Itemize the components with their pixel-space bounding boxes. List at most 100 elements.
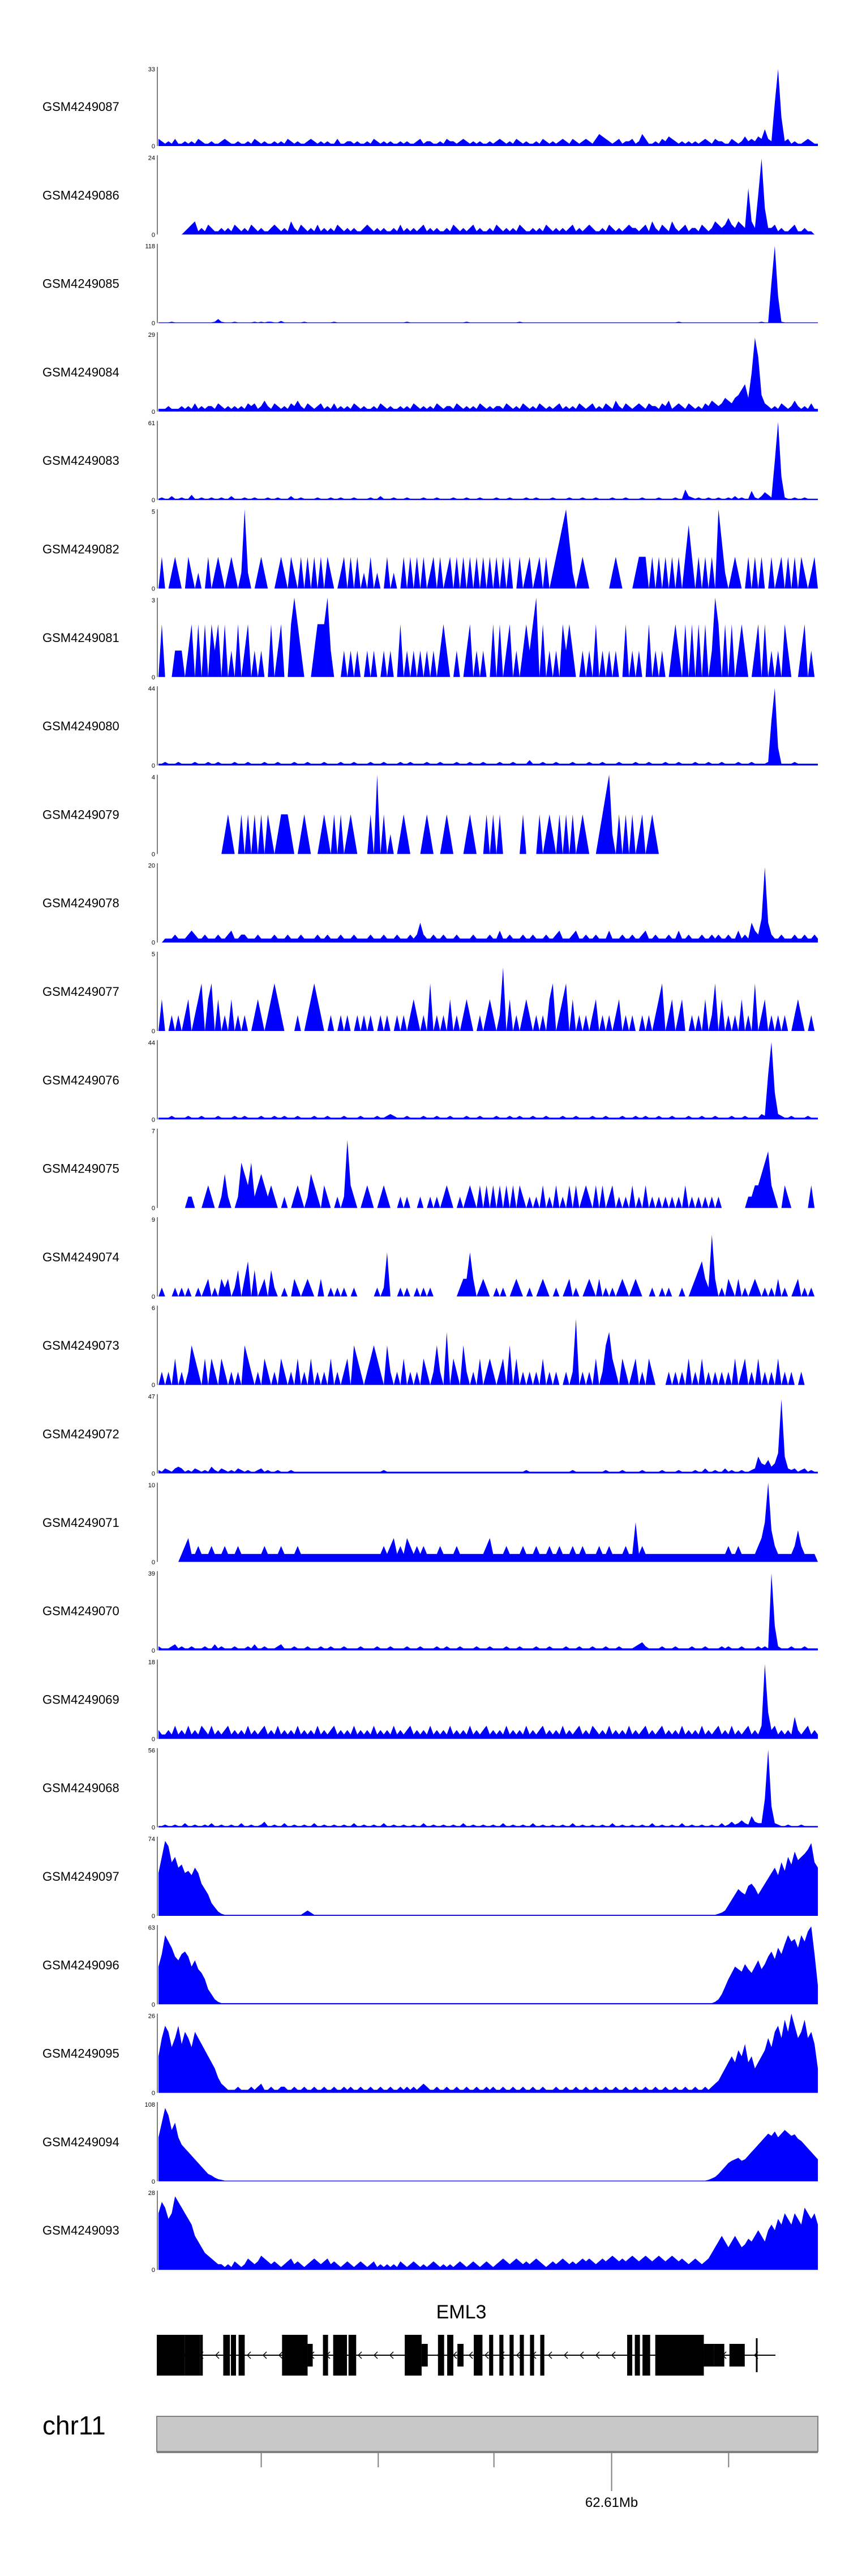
coverage-area <box>158 1749 818 1828</box>
track-ymax-label: 5 <box>152 951 155 958</box>
coverage-track: GSM4249078 20 0 <box>42 863 818 947</box>
track-ymin-label: 0 <box>152 1825 155 1832</box>
exon-utr <box>729 2344 745 2367</box>
coverage-area <box>158 246 818 323</box>
strand-arrow <box>579 2351 584 2359</box>
coverage-track: GSM4249077 5 0 <box>42 951 818 1035</box>
track-label: GSM4249071 <box>42 1516 119 1530</box>
exon-coding <box>157 2335 185 2376</box>
exon-coding <box>348 2335 357 2376</box>
track-ymin-label: 0 <box>152 1736 155 1743</box>
coverage-area <box>158 1399 818 1474</box>
track-ymin-label: 0 <box>152 1648 155 1654</box>
exon-coding <box>489 2335 494 2376</box>
track-ymin-label: 0 <box>152 1028 155 1035</box>
track-ymax-label: 44 <box>148 1039 155 1046</box>
strand-arrow <box>452 2351 457 2359</box>
track-label: GSM4249078 <box>42 896 119 910</box>
strand-arrow <box>516 2351 521 2359</box>
track-ymax-label: 33 <box>148 66 155 73</box>
coverage-track: GSM4249075 7 0 <box>42 1128 818 1212</box>
coverage-track: GSM4249086 24 0 <box>42 155 818 238</box>
chromosome-label: chr11 <box>42 2411 106 2440</box>
track-ymax-label: 63 <box>148 1924 155 1931</box>
track-ymax-label: 26 <box>148 2013 155 2020</box>
track-ymin-label: 0 <box>152 232 155 238</box>
coverage-track: GSM4249087 33 0 <box>42 66 818 150</box>
track-label: GSM4249083 <box>42 453 119 468</box>
track-ymin-label: 0 <box>152 1913 155 1920</box>
coverage-track: GSM4249070 39 0 <box>42 1571 818 1654</box>
exon-coding <box>655 2335 704 2376</box>
coverage-track: GSM4249074 9 0 <box>42 1217 818 1300</box>
track-ymax-label: 3 <box>152 597 155 604</box>
track-ymin-label: 0 <box>152 2001 155 2008</box>
track-ymax-label: 10 <box>148 1482 155 1489</box>
coverage-area <box>158 597 818 677</box>
coverage-area <box>158 2108 818 2181</box>
exon-coding <box>323 2335 328 2376</box>
track-label: GSM4249074 <box>42 1250 119 1264</box>
track-label: GSM4249072 <box>42 1427 119 1441</box>
exon-coding <box>200 2335 203 2376</box>
exon-coding <box>223 2335 230 2376</box>
exon-coding <box>230 2335 237 2376</box>
track-ymin-label: 0 <box>152 1471 155 1478</box>
exon-coding <box>333 2335 348 2376</box>
coverage-area <box>158 69 818 146</box>
coverage-track: GSM4249081 3 0 <box>42 597 818 681</box>
exon-coding <box>438 2335 444 2376</box>
track-ymin-label: 0 <box>152 1116 155 1123</box>
track-ymin-label: 0 <box>152 1294 155 1300</box>
coverage-area <box>158 2196 818 2270</box>
track-ymax-label: 39 <box>148 1571 155 1577</box>
strand-arrow <box>373 2351 378 2359</box>
strand-arrow <box>595 2351 600 2359</box>
coverage-area <box>158 1573 818 1651</box>
exon-coding <box>405 2335 422 2376</box>
coverage-track: GSM4249073 6 0 <box>42 1305 818 1389</box>
strand-arrow <box>484 2351 489 2359</box>
chromosome-band-bar <box>156 2416 818 2452</box>
exon-coding <box>499 2335 504 2376</box>
track-label: GSM4249085 <box>42 277 119 291</box>
exon-coding <box>627 2335 633 2376</box>
coverage-area <box>158 1841 818 1916</box>
track-ymin-label: 0 <box>152 940 155 947</box>
chromosome-ticks <box>260 2453 730 2491</box>
coverage-area <box>158 688 818 766</box>
track-ymin-label: 0 <box>152 2179 155 2185</box>
gene-track: EML3 <box>157 2301 775 2376</box>
track-label: GSM4249077 <box>42 985 119 999</box>
track-ymax-label: 18 <box>148 1659 155 1666</box>
track-ymin-label: 0 <box>152 497 155 504</box>
track-ymin-label: 0 <box>152 674 155 681</box>
track-ymax-label: 29 <box>148 332 155 339</box>
exon-coding <box>474 2335 483 2376</box>
coverage-area <box>158 1319 818 1385</box>
exon-coding <box>634 2335 640 2376</box>
coverage-track: GSM4249083 61 0 <box>42 420 818 504</box>
coverage-area <box>158 1042 818 1120</box>
track-ymin-label: 0 <box>152 2267 155 2274</box>
exon-coding <box>238 2335 245 2376</box>
track-label: GSM4249076 <box>42 1073 119 1087</box>
track-ymax-label: 61 <box>148 420 155 427</box>
track-label: GSM4249080 <box>42 719 119 733</box>
coverage-area <box>158 867 818 943</box>
coordinate-tick-label: 62.61Mb <box>585 2495 638 2510</box>
coverage-track: GSM4249072 47 0 <box>42 1394 818 1478</box>
track-ymax-label: 6 <box>152 1305 155 1312</box>
track-ymin-label: 0 <box>152 1205 155 1212</box>
track-ymin-label: 0 <box>152 763 155 769</box>
track-label: GSM4249093 <box>42 2223 119 2237</box>
coverage-track: GSM4249094 108 0 <box>42 2102 818 2185</box>
coverage-track: GSM4249069 18 0 <box>42 1659 818 1743</box>
strand-arrow <box>215 2351 220 2359</box>
exon-utr <box>457 2344 464 2367</box>
coverage-track: GSM4249082 5 0 <box>42 509 818 593</box>
track-label: GSM4249075 <box>42 1162 119 1176</box>
coverage-track: GSM4249079 4 0 <box>42 774 818 858</box>
track-ymin-label: 0 <box>152 143 155 150</box>
